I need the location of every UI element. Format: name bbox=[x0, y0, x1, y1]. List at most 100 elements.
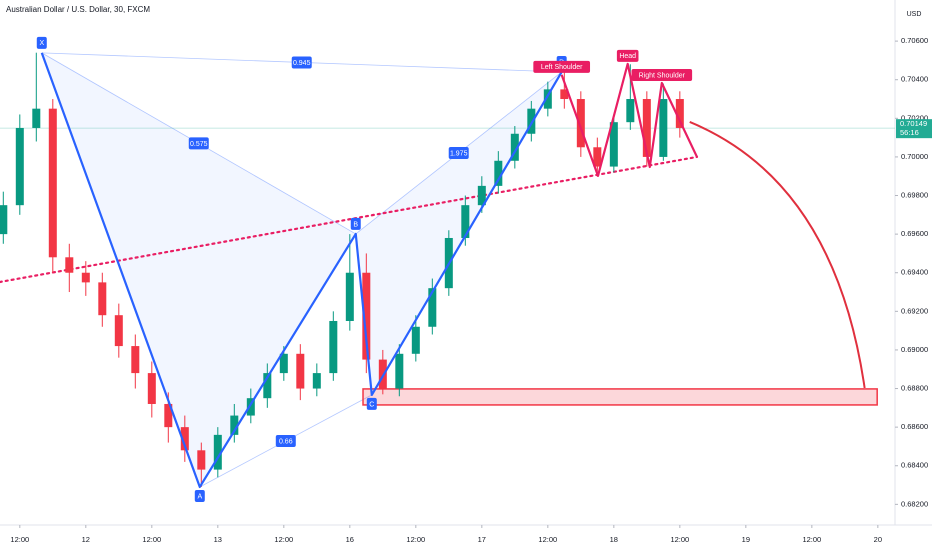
x-tick-label: 12 bbox=[82, 535, 90, 544]
candle-body bbox=[180, 427, 189, 451]
candle-body bbox=[329, 320, 338, 374]
x-tick-label: 13 bbox=[214, 535, 222, 544]
point-label: A bbox=[197, 493, 202, 500]
candle-body bbox=[114, 315, 123, 347]
ratio-badge bbox=[188, 137, 209, 150]
chart-title: Australian Dollar / U.S. Dollar, 30, FXC… bbox=[6, 5, 150, 14]
x-tick-label: 12:00 bbox=[802, 535, 821, 544]
candle-body bbox=[527, 108, 536, 134]
candle-body bbox=[197, 450, 206, 470]
y-tick-label: 0.69800 bbox=[901, 191, 928, 200]
ratio-badge bbox=[275, 434, 296, 447]
point-badge bbox=[366, 397, 377, 410]
candle-body bbox=[164, 403, 173, 428]
ratio-label: 0.945 bbox=[293, 60, 311, 67]
candle-body bbox=[279, 353, 288, 374]
x-tick-label: 17 bbox=[478, 535, 486, 544]
candle-body bbox=[428, 288, 437, 327]
pattern-label: Left Shoulder bbox=[541, 64, 583, 71]
candle-body bbox=[246, 398, 255, 416]
head-shoulders bbox=[560, 62, 698, 177]
point-label: B bbox=[353, 221, 358, 228]
y-tick-label: 0.70400 bbox=[901, 75, 928, 84]
y-tick-label: 0.69400 bbox=[901, 268, 928, 277]
pattern-label: Head bbox=[619, 53, 636, 60]
x-tick-label: 19 bbox=[742, 535, 750, 544]
pattern-fill bbox=[41, 52, 356, 487]
candle-body bbox=[345, 272, 354, 321]
candle-body bbox=[147, 373, 156, 404]
candle-body bbox=[560, 89, 569, 100]
currency-label: USD bbox=[907, 11, 922, 18]
y-tick-label: 0.70600 bbox=[901, 36, 928, 45]
candle-body bbox=[461, 205, 470, 238]
x-tick-label: 12:00 bbox=[10, 535, 29, 544]
ratio-label: 0.575 bbox=[190, 141, 208, 148]
y-tick-label: 0.69600 bbox=[901, 229, 928, 238]
neckline bbox=[0, 155, 699, 284]
pattern-badge bbox=[533, 60, 591, 73]
candle-body bbox=[230, 415, 239, 435]
x-tick-label: 20 bbox=[874, 535, 882, 544]
last-price-badge bbox=[896, 119, 932, 139]
candle-body bbox=[642, 99, 651, 157]
pattern-label: Right Shoulder bbox=[639, 72, 686, 79]
candle-body bbox=[213, 434, 222, 470]
point-label: X bbox=[39, 40, 44, 47]
candle-body bbox=[675, 99, 684, 128]
countdown-label: 56:16 bbox=[900, 128, 919, 137]
candle-body bbox=[32, 108, 41, 128]
point-badge bbox=[194, 489, 205, 502]
candle-body bbox=[98, 282, 107, 316]
candle-body bbox=[296, 353, 305, 389]
y-tick-label: 0.68200 bbox=[901, 499, 928, 508]
point-badge bbox=[36, 36, 47, 49]
candle-body bbox=[395, 353, 404, 389]
ratio-label: 1.975 bbox=[450, 150, 468, 157]
ratio-badge bbox=[448, 146, 469, 159]
x-tick-label: 12:00 bbox=[142, 535, 161, 544]
ratio-badge bbox=[291, 56, 312, 69]
x-tick-label: 12:00 bbox=[670, 535, 689, 544]
y-tick-label: 0.70200 bbox=[901, 113, 928, 122]
axes: 0.70600 0.70400 0.70200 0.70000 0.69800 0.696… bbox=[10, 36, 932, 544]
target-zone bbox=[362, 388, 878, 406]
y-tick-label: 0.68400 bbox=[901, 461, 928, 470]
candle-body bbox=[362, 272, 371, 360]
candle-body bbox=[15, 127, 24, 206]
y-tick-label: 0.69000 bbox=[901, 345, 928, 354]
last-price-label: 0.70149 bbox=[900, 119, 927, 128]
candle-body bbox=[131, 346, 140, 374]
candle-body bbox=[48, 108, 57, 258]
candle-body bbox=[593, 147, 602, 167]
candle-body bbox=[659, 99, 668, 157]
y-tick-label: 0.68600 bbox=[901, 422, 928, 431]
candle-body bbox=[81, 272, 90, 283]
point-label: C bbox=[369, 401, 374, 408]
y-tick-label: 0.68800 bbox=[901, 384, 928, 393]
projection-arc bbox=[689, 121, 866, 389]
candle-body bbox=[494, 160, 503, 186]
candle-body bbox=[510, 133, 519, 161]
candle-body bbox=[312, 373, 321, 389]
candle-body bbox=[411, 326, 420, 354]
candle-body bbox=[65, 257, 74, 273]
candle-body bbox=[609, 122, 618, 167]
candle-body bbox=[263, 373, 272, 399]
y-tick-label: 0.70000 bbox=[901, 152, 928, 161]
x-tick-label: 12:00 bbox=[274, 535, 293, 544]
harmonic-legs bbox=[40, 52, 563, 489]
x-tick-label: 18 bbox=[610, 535, 618, 544]
x-tick-label: 16 bbox=[346, 535, 354, 544]
candle-body bbox=[477, 185, 486, 206]
candle-body bbox=[0, 205, 8, 235]
point-badge bbox=[350, 217, 361, 230]
pattern-badge bbox=[631, 68, 693, 81]
candle-body bbox=[543, 89, 552, 109]
x-tick-label: 12:00 bbox=[538, 535, 557, 544]
y-tick-label: 0.69200 bbox=[901, 306, 928, 315]
pattern-fill bbox=[355, 71, 562, 395]
